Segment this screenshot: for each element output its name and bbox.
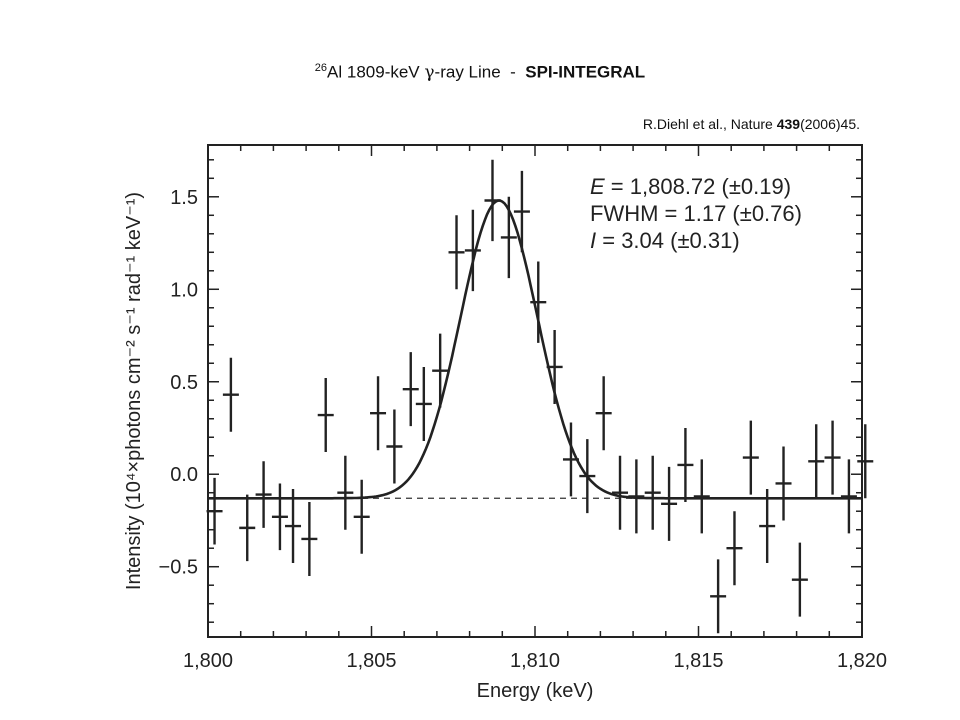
data-point: [595, 376, 612, 451]
x-axis-label: Energy (keV): [477, 680, 594, 702]
data-point: [546, 329, 563, 404]
x-tick-label: 1,800: [183, 650, 233, 672]
data-point: [710, 559, 727, 634]
data-point: [579, 439, 596, 514]
data-point: [742, 420, 759, 495]
title-gamma: γ: [424, 62, 435, 83]
data-point: [448, 215, 465, 290]
data-point: [612, 455, 629, 530]
y-tick-label: −0.5: [159, 557, 198, 579]
x-axis: 1,800 1,805 1,810 1,815 1,820: [183, 145, 887, 672]
data-point: [791, 542, 808, 617]
data-point: [775, 446, 792, 521]
data-point: [562, 422, 579, 497]
data-point: [317, 378, 334, 453]
data-point: [726, 511, 743, 586]
data-point: [353, 479, 370, 554]
data-point: [530, 261, 547, 343]
y-tick-label: 0.5: [170, 372, 198, 394]
data-point: [677, 427, 694, 502]
fit-parameters: E = 1,808.72 (±0.19)FWHM = 1.17 (±0.76)I…: [590, 174, 802, 253]
y-tick-label: 1.5: [170, 187, 198, 209]
title-rest: -ray Line -: [434, 62, 526, 82]
data-point: [513, 170, 530, 253]
y-tick-label: 0.0: [170, 464, 198, 486]
gaussian-fit-curve: [208, 199, 862, 500]
x-tick-label: 1,805: [346, 650, 396, 672]
data-point: [285, 489, 302, 564]
x-tick-label: 1,815: [673, 650, 723, 672]
y-axis-label: Intensity (10⁴×photons cm⁻² s⁻¹ rad⁻¹ ke…: [123, 192, 145, 590]
data-point: [484, 159, 501, 242]
data-point: [337, 455, 354, 530]
citation-volume: 439: [776, 116, 801, 132]
data-point: [464, 209, 481, 292]
data-point: [386, 409, 403, 484]
data-point: [693, 459, 710, 534]
data-point: [432, 333, 449, 408]
data-point: [840, 459, 857, 534]
data-point: [301, 501, 318, 576]
data-point: [628, 459, 645, 534]
fit-parameter-text: E = 1,808.72 (±0.19): [590, 174, 791, 199]
data-point: [644, 455, 661, 530]
title-superscript: 26: [314, 62, 328, 74]
data-point: [271, 483, 288, 551]
data-point: [239, 494, 256, 562]
data-points: [206, 159, 874, 634]
data-point: [808, 424, 825, 499]
y-axis: −0.5 0.0 0.5 1.0 1.5: [159, 159, 862, 623]
data-point: [500, 196, 517, 279]
fit-parameter-text: I = 3.04 (±0.31): [590, 228, 740, 253]
data-point: [222, 357, 239, 432]
x-tick-label: 1,810: [510, 650, 560, 672]
data-point: [255, 461, 272, 528]
x-tick-label: 1,820: [837, 650, 887, 672]
citation: R.Diehl et al., Nature 439(2006)45.: [643, 116, 860, 132]
data-point: [759, 489, 776, 564]
title-main: Al 1809-keV: [327, 62, 425, 82]
data-point: [402, 352, 419, 427]
data-point: [415, 366, 432, 441]
citation-authors: R.Diehl et al., Nature: [642, 116, 777, 132]
fit-parameter-text: FWHM = 1.17 (±0.76): [590, 201, 802, 226]
data-point: [857, 424, 874, 499]
data-point: [661, 466, 678, 541]
chart-title: 26Al 1809-keV γ-ray Line - SPI-INTEGRAL: [0, 62, 960, 83]
data-point: [206, 477, 223, 545]
y-tick-label: 1.0: [170, 279, 198, 301]
citation-pages: (2006)45.: [800, 116, 860, 132]
data-point: [370, 376, 387, 451]
data-point: [824, 420, 841, 495]
title-instrument: SPI-INTEGRAL: [525, 62, 646, 82]
